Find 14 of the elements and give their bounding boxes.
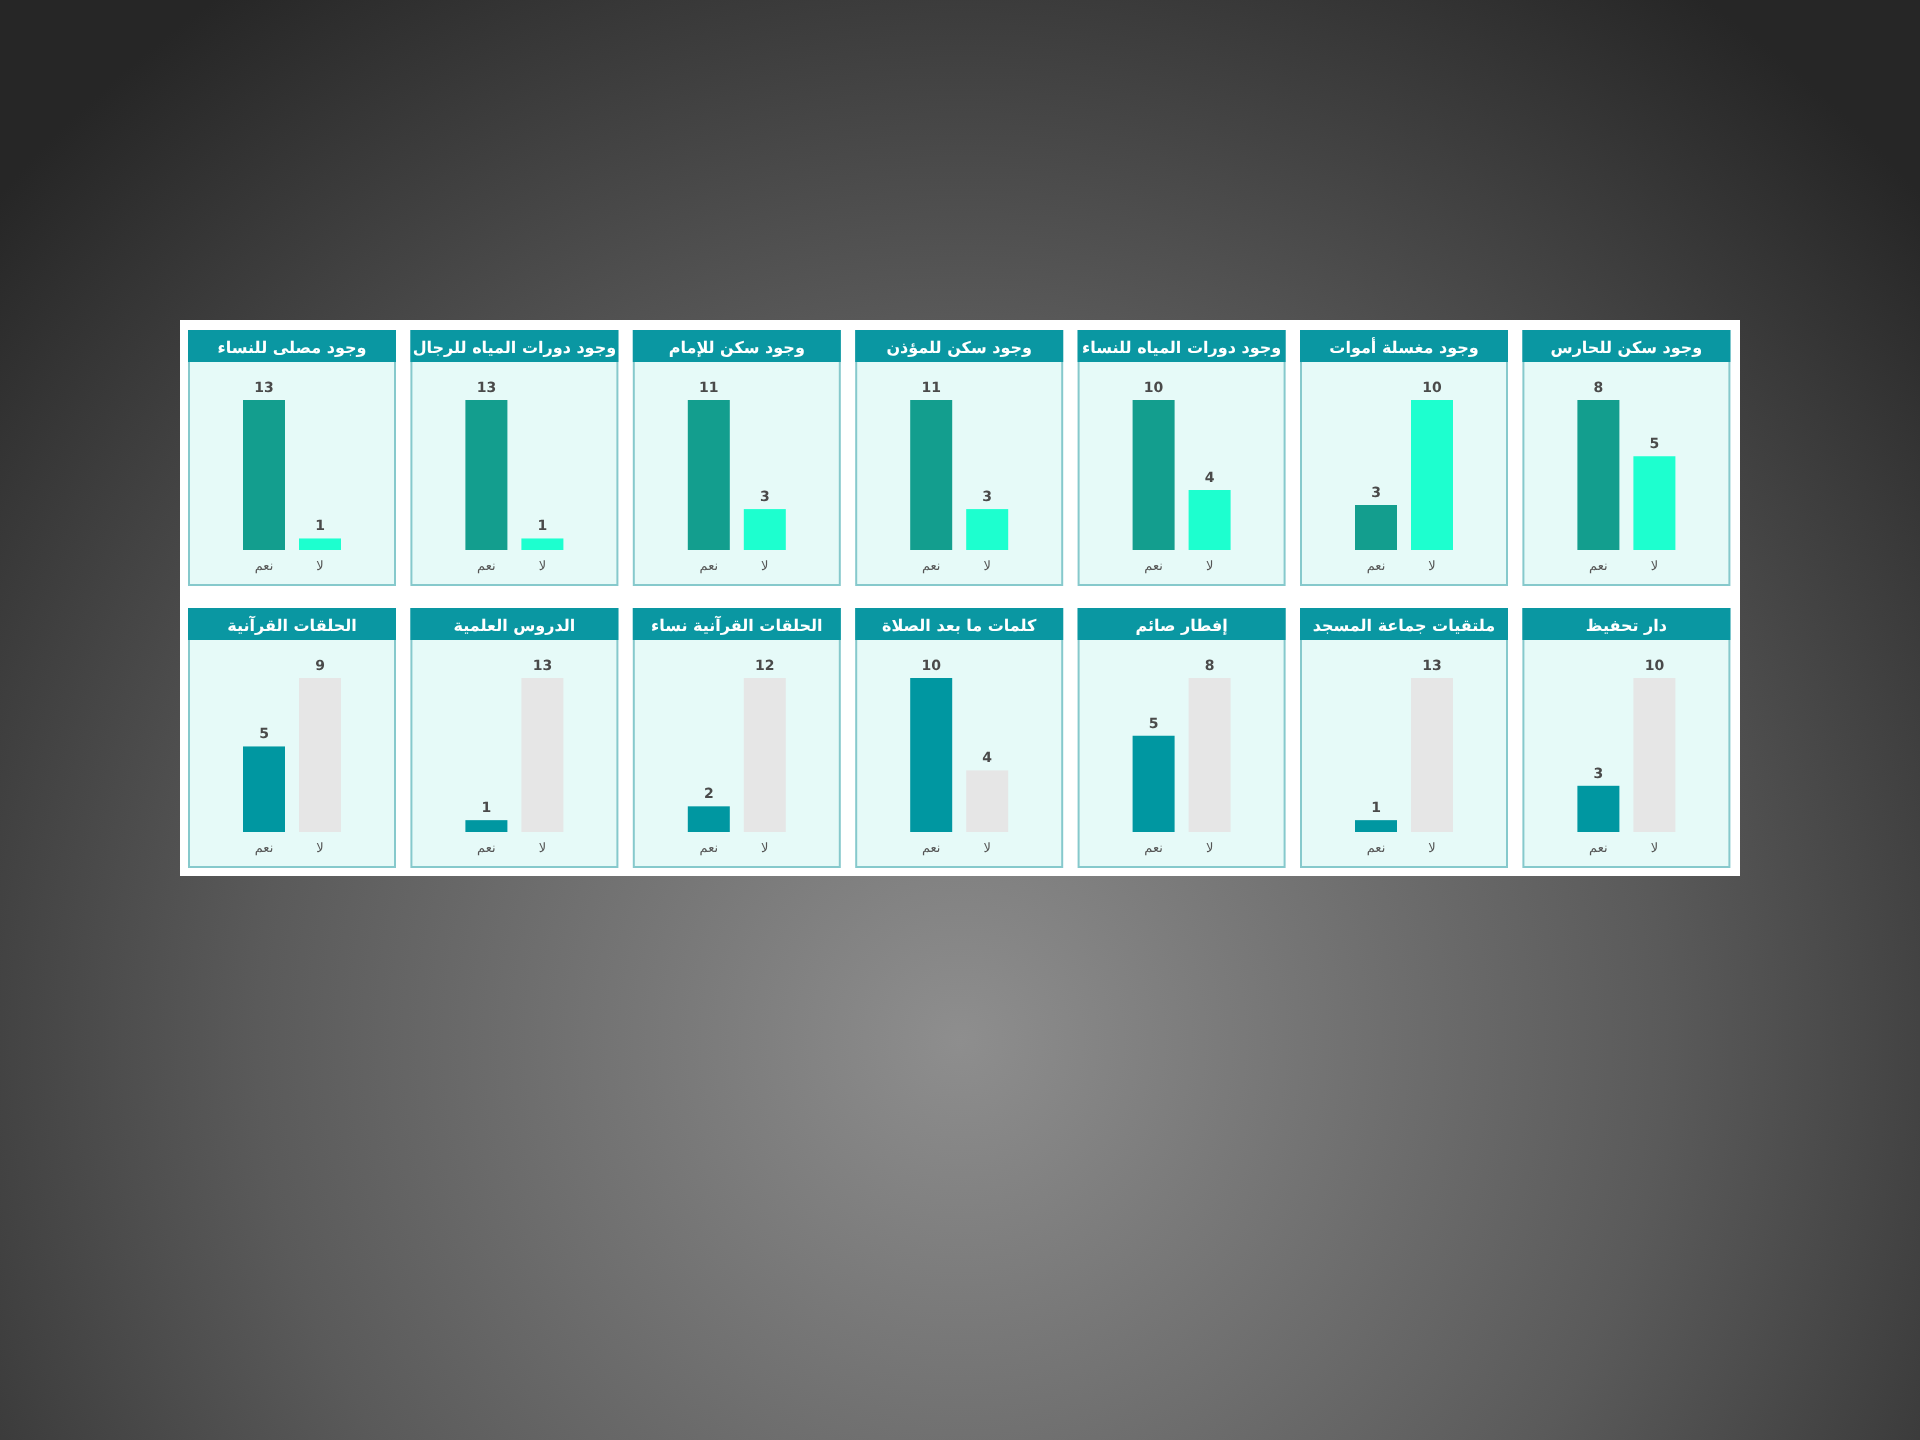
chart-title: وجود دورات المياه للرجال [412, 339, 617, 357]
chart-title: وجود سكن للحارس [1550, 339, 1703, 357]
chart-title: الدروس العلمية [453, 617, 576, 635]
chart-title: وجود مصلى للنساء [217, 339, 367, 357]
chart-title: وجود سكن للمؤذن [886, 339, 1032, 357]
chart-title: الحلقات القرآنية [227, 615, 358, 635]
chart-title: وجود مغسلة أموات [1329, 337, 1479, 357]
chart-title: إفطار صائم [1135, 617, 1229, 635]
chart-title: دار تحفيظ [1585, 617, 1668, 635]
chart-title: الحلقات القرآنية نساء [651, 615, 824, 635]
chart-title: ملتقيات جماعة المسجد [1312, 617, 1496, 635]
chart-title: وجود دورات المياه للنساء [1082, 339, 1282, 357]
chart-title: وجود سكن للإمام [668, 339, 805, 357]
chart-title: كلمات ما بعد الصلاة [882, 617, 1038, 635]
